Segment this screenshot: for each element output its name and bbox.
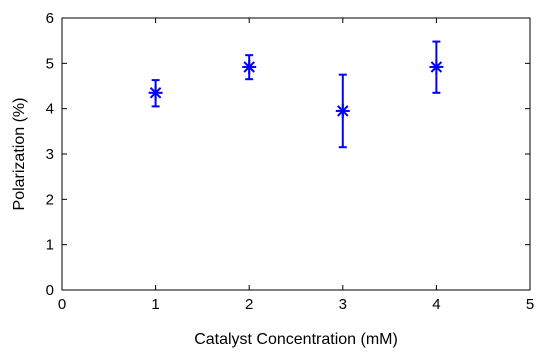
- y-tick-label: 4: [46, 101, 54, 118]
- y-axis-label: Polarization (%): [11, 98, 28, 211]
- x-tick-label: 3: [339, 296, 347, 313]
- x-axis: 0 1 2 3 4 5: [58, 18, 534, 313]
- y-tick-label: 3: [46, 146, 54, 163]
- marker-stroke: [337, 105, 349, 117]
- y-tick-label: 2: [46, 191, 54, 208]
- x-tick-label: 5: [526, 296, 534, 313]
- data-point: [148, 79, 163, 108]
- y-tick-label: 0: [46, 282, 54, 299]
- y-tick-label: 6: [46, 10, 54, 27]
- plot-area: [61, 17, 531, 291]
- x-tick-label: 0: [58, 296, 66, 313]
- data-point: [335, 73, 350, 149]
- y-tick-label: 1: [46, 237, 54, 254]
- x-axis-label: Catalyst Concentration (mM): [194, 331, 398, 348]
- asterisk-marker: [148, 85, 163, 100]
- x-tick-label: 1: [151, 296, 159, 313]
- data-point: [429, 40, 444, 94]
- x-tick-label: 2: [245, 296, 253, 313]
- marker-stroke: [149, 87, 162, 99]
- data-series: [148, 40, 444, 149]
- y-tick-label: 5: [46, 55, 54, 72]
- x-tick-label: 4: [432, 296, 440, 313]
- asterisk-marker: [429, 59, 444, 74]
- asterisk-marker: [242, 59, 257, 74]
- y-axis: 0 1 2 3 4 5 6: [46, 10, 530, 299]
- marker-stroke: [243, 61, 255, 73]
- marker-stroke: [430, 61, 443, 73]
- data-point: [242, 54, 257, 81]
- asterisk-marker: [335, 103, 350, 118]
